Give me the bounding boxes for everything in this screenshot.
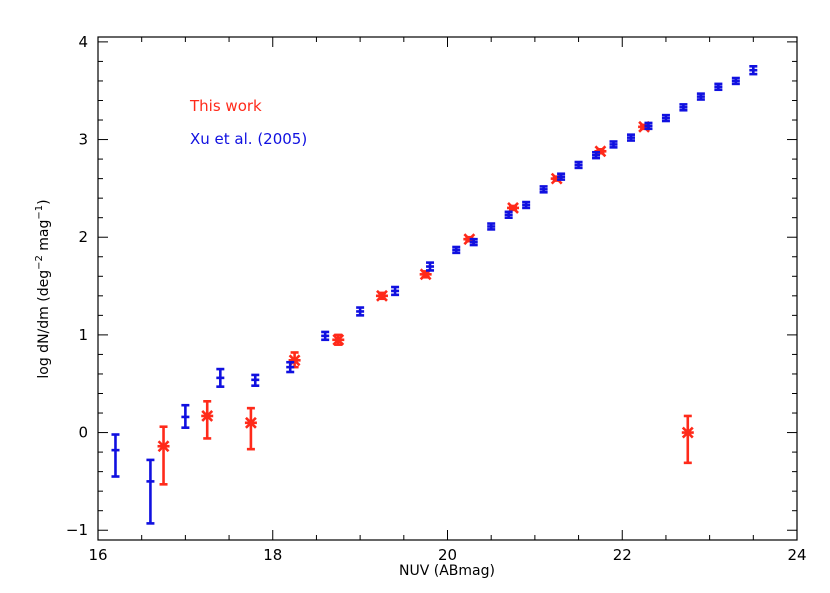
data-point bbox=[522, 200, 531, 210]
y-tick-label: 3 bbox=[78, 131, 88, 149]
data-point bbox=[626, 133, 635, 142]
y-tick-label: 2 bbox=[78, 228, 88, 246]
x-tick-label: 22 bbox=[613, 546, 632, 564]
legend-xu-2005: Xu et al. (2005) bbox=[190, 130, 307, 148]
data-point bbox=[111, 433, 120, 478]
y-axis-title: log dN/dm (deg−2 mag−1) bbox=[34, 199, 52, 378]
data-point bbox=[507, 202, 520, 214]
y-axis-title-main: log dN/dm (deg bbox=[36, 270, 52, 379]
data-point bbox=[731, 76, 740, 86]
x-tick-label: 16 bbox=[88, 546, 107, 564]
data-point bbox=[714, 82, 723, 92]
data-point bbox=[557, 172, 566, 181]
data-point bbox=[181, 403, 190, 429]
data-point bbox=[216, 367, 225, 388]
data-point bbox=[332, 333, 345, 346]
data-point bbox=[321, 330, 330, 342]
data-point bbox=[504, 210, 513, 219]
data-point bbox=[201, 400, 214, 440]
data-point bbox=[469, 237, 478, 247]
data-point bbox=[609, 140, 618, 149]
series-xu-2005 bbox=[111, 65, 758, 525]
data-point bbox=[487, 222, 496, 231]
y-axis: −1 0 1 2 3 4 bbox=[66, 33, 797, 539]
y-tick-label: 4 bbox=[78, 33, 88, 51]
data-point bbox=[574, 160, 583, 170]
data-point bbox=[426, 261, 435, 272]
x-tick-label: 18 bbox=[263, 546, 282, 564]
data-point bbox=[286, 360, 295, 374]
data-point bbox=[375, 289, 388, 302]
y-axis-title-mid: mag bbox=[36, 220, 52, 256]
y-axis-title-sup2: −1 bbox=[34, 205, 45, 220]
legend-this-work: This work bbox=[189, 97, 262, 115]
data-point bbox=[157, 425, 170, 486]
data-point bbox=[661, 113, 670, 123]
data-point bbox=[452, 245, 461, 255]
data-point bbox=[696, 92, 705, 101]
data-point bbox=[679, 103, 688, 112]
data-point bbox=[644, 121, 653, 131]
series-this-work bbox=[157, 120, 694, 486]
data-point bbox=[539, 185, 548, 194]
data-point bbox=[391, 285, 400, 297]
x-tick-label: 20 bbox=[438, 546, 457, 564]
y-axis-title-end: ) bbox=[36, 199, 52, 204]
data-point bbox=[749, 65, 758, 76]
x-axis-title: NUV (ABmag) bbox=[399, 563, 495, 579]
data-point bbox=[592, 150, 601, 160]
y-tick-label: −1 bbox=[66, 521, 88, 539]
y-tick-label: 1 bbox=[78, 326, 88, 344]
x-tick-label: 24 bbox=[787, 546, 806, 564]
data-point bbox=[251, 373, 260, 387]
data-point bbox=[146, 458, 155, 525]
y-tick-label: 0 bbox=[78, 424, 88, 442]
data-layer bbox=[111, 65, 758, 525]
data-point bbox=[356, 306, 365, 317]
data-point bbox=[244, 406, 257, 451]
data-point bbox=[681, 414, 694, 465]
x-axis: 16 18 20 22 24 bbox=[88, 37, 807, 564]
y-axis-title-sup1: −2 bbox=[34, 255, 45, 270]
